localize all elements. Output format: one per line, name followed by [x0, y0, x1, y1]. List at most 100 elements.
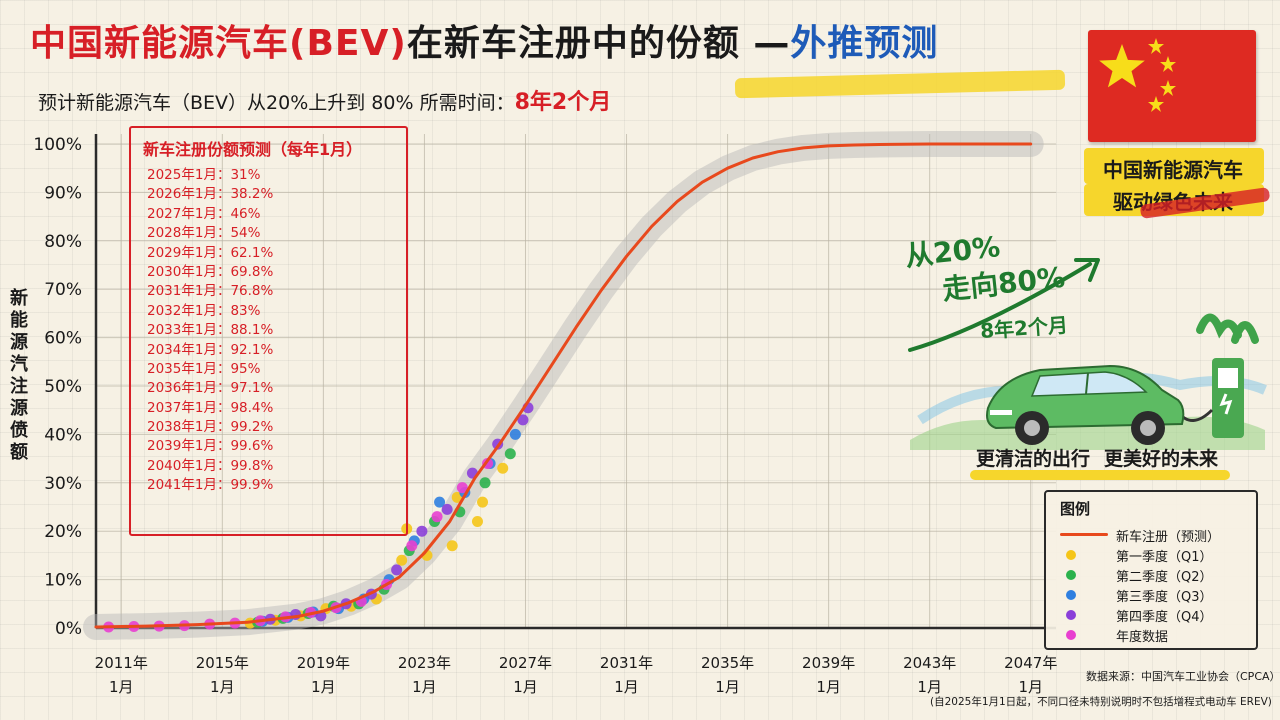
- x-tick-label: 2031年: [600, 654, 653, 672]
- forecast-item: 2037年1月：98.4%: [147, 399, 274, 416]
- data-point: [441, 503, 453, 515]
- forecast-item: 2033年1月：88.1%: [147, 322, 274, 339]
- forecast-item: 2035年1月：95%: [147, 360, 261, 377]
- x-tick-label: 2023年: [398, 654, 451, 672]
- y-tick-label: 100%: [33, 135, 82, 155]
- y-tick-label: 50%: [44, 377, 82, 397]
- forecast-title: 新车注册份额预测（每年1月）: [143, 140, 363, 159]
- data-source: 数据来源：中国汽车工业协会（CPCA）: [1086, 670, 1280, 683]
- data-point: [477, 496, 489, 508]
- ev-car-illustration: [910, 313, 1267, 450]
- y-tick-label: 70%: [44, 280, 82, 300]
- y-tick-label: 90%: [44, 183, 82, 203]
- forecast-item: 2041年1月：99.9%: [147, 477, 274, 494]
- annotation-duration: 8年2个月: [979, 312, 1069, 344]
- forecast-item: 2034年1月：92.1%: [147, 341, 274, 358]
- legend-item: 第一季度（Q1）: [1060, 544, 1256, 565]
- x-tick-label: 1月: [210, 678, 235, 696]
- y-tick-label: 60%: [44, 329, 82, 349]
- x-tick-label: 2039年: [802, 654, 855, 672]
- slogan-line-1: 中国新能源汽车: [1103, 158, 1243, 182]
- title-main: 中国新能源汽车(BEV): [30, 23, 407, 64]
- y-tick-label: 10%: [44, 571, 82, 591]
- legend-line-swatch: [1060, 533, 1108, 536]
- y-tick-label: 20%: [44, 522, 82, 542]
- forecast-item: 2030年1月：69.8%: [147, 263, 274, 280]
- x-tick-label: 2027年: [499, 654, 552, 672]
- data-point: [471, 516, 483, 528]
- data-point: [431, 511, 443, 523]
- title-mid: 在新车注册中的份额 —: [406, 23, 791, 64]
- legend-item: 新车注册（预测）: [1060, 524, 1256, 545]
- forecast-item: 2028年1月：54%: [147, 225, 261, 242]
- x-tick-label: 1月: [513, 678, 538, 696]
- subtitle-highlight: 8年2个月: [514, 90, 612, 115]
- legend-dot-swatch: [1066, 550, 1076, 560]
- forecast-line: [94, 142, 1033, 629]
- legend: 图例 新车注册（预测） 第一季度（Q1） 第二季度（Q2） 第三季度（Q3） 第四季度（…: [1044, 490, 1258, 650]
- legend-label: 年度数据: [1116, 630, 1169, 645]
- subtitle-prefix: 预计新能源汽车（BEV）从20%上升到 80% 所需时间：: [38, 92, 515, 114]
- tagline-left: 更清洁的出行: [976, 448, 1091, 470]
- china-flag: [1088, 30, 1256, 142]
- legend-label: 第一季度（Q1）: [1116, 550, 1213, 565]
- legend-label: 第二季度（Q2）: [1116, 570, 1213, 585]
- y-tick-label: 30%: [44, 474, 82, 494]
- data-point: [517, 414, 529, 426]
- tagline-underline: [970, 470, 1230, 480]
- data-point: [497, 462, 509, 474]
- title-highlight: 外推预测: [790, 23, 939, 64]
- x-tick-label: 2011年: [95, 654, 148, 672]
- x-tick-label: 1月: [614, 678, 639, 696]
- legend-label: 第三季度（Q3）: [1116, 590, 1213, 605]
- x-tick-label: 2043年: [903, 654, 956, 672]
- x-tick-label: 1月: [715, 678, 740, 696]
- legend-dot-swatch: [1066, 590, 1076, 600]
- x-tick-label: 1月: [816, 678, 841, 696]
- forecast-box: 新车注册份额预测（每年1月） 2025年1月：31% 2026年1月：38.2% 2…: [129, 126, 408, 536]
- tagline-right: 更美好的未来: [1104, 448, 1219, 470]
- data-point: [446, 540, 458, 552]
- data-point: [391, 564, 403, 576]
- forecast-item: 2040年1月：99.8%: [147, 457, 274, 474]
- slogan-highlight-1: [1084, 148, 1264, 184]
- forecast-item: 2029年1月：62.1%: [147, 244, 274, 261]
- footnote: (自2025年1月1日起，不同口径未特别说明时不包括增程式电动车 EREV): [930, 696, 1272, 708]
- legend-item: 第四季度（Q4）: [1060, 604, 1256, 625]
- y-tick-label: 0%: [55, 619, 82, 639]
- forecast-item: 2026年1月：38.2%: [147, 186, 274, 203]
- y-axis-label: 新能源汽注源偾额: [10, 288, 28, 463]
- x-tick-label: 2035年: [701, 654, 754, 672]
- legend-item: 第三季度（Q3）: [1060, 584, 1256, 605]
- data-point: [456, 482, 468, 494]
- forecast-list: 2025年1月：31% 2026年1月：38.2% 2027年1月：46% 2028年…: [147, 166, 273, 496]
- page-title: 中国新能源汽车(BEV)在新车注册中的份额 —外推预测: [30, 14, 938, 66]
- forecast-item: 2027年1月：46%: [147, 205, 261, 222]
- forecast-item: 2031年1月：76.8%: [147, 283, 274, 300]
- data-point: [434, 496, 446, 508]
- y-tick-label: 80%: [44, 232, 82, 252]
- x-tick-label: 1月: [311, 678, 336, 696]
- x-tick-label: 1月: [917, 678, 942, 696]
- x-tick-label: 1月: [412, 678, 437, 696]
- legend-item: 年度数据: [1060, 624, 1256, 645]
- forecast-item: 2036年1月：97.1%: [147, 380, 274, 397]
- data-point: [504, 448, 516, 460]
- x-tick-label: 2047年: [1004, 654, 1057, 672]
- forecast-item: 2039年1月：99.6%: [147, 438, 274, 455]
- forecast-item: 2032年1月：83%: [147, 302, 261, 319]
- data-point: [509, 428, 521, 440]
- x-tick-label: 2015年: [196, 654, 249, 672]
- legend-title: 图例: [1060, 500, 1091, 518]
- x-tick-label: 1月: [109, 678, 134, 696]
- subtitle: 预计新能源汽车（BEV）从20%上升到 80% 所需时间：8年2个月: [38, 84, 611, 116]
- legend-dot-swatch: [1066, 570, 1076, 580]
- growth-arrow-icon: [908, 258, 1100, 352]
- forecast-item: 2025年1月：31%: [147, 167, 261, 183]
- data-point: [406, 540, 418, 552]
- legend-dot-swatch: [1066, 630, 1076, 640]
- legend-item: 第二季度（Q2）: [1060, 564, 1256, 585]
- x-tick-label: 2019年: [297, 654, 350, 672]
- data-point: [396, 554, 408, 566]
